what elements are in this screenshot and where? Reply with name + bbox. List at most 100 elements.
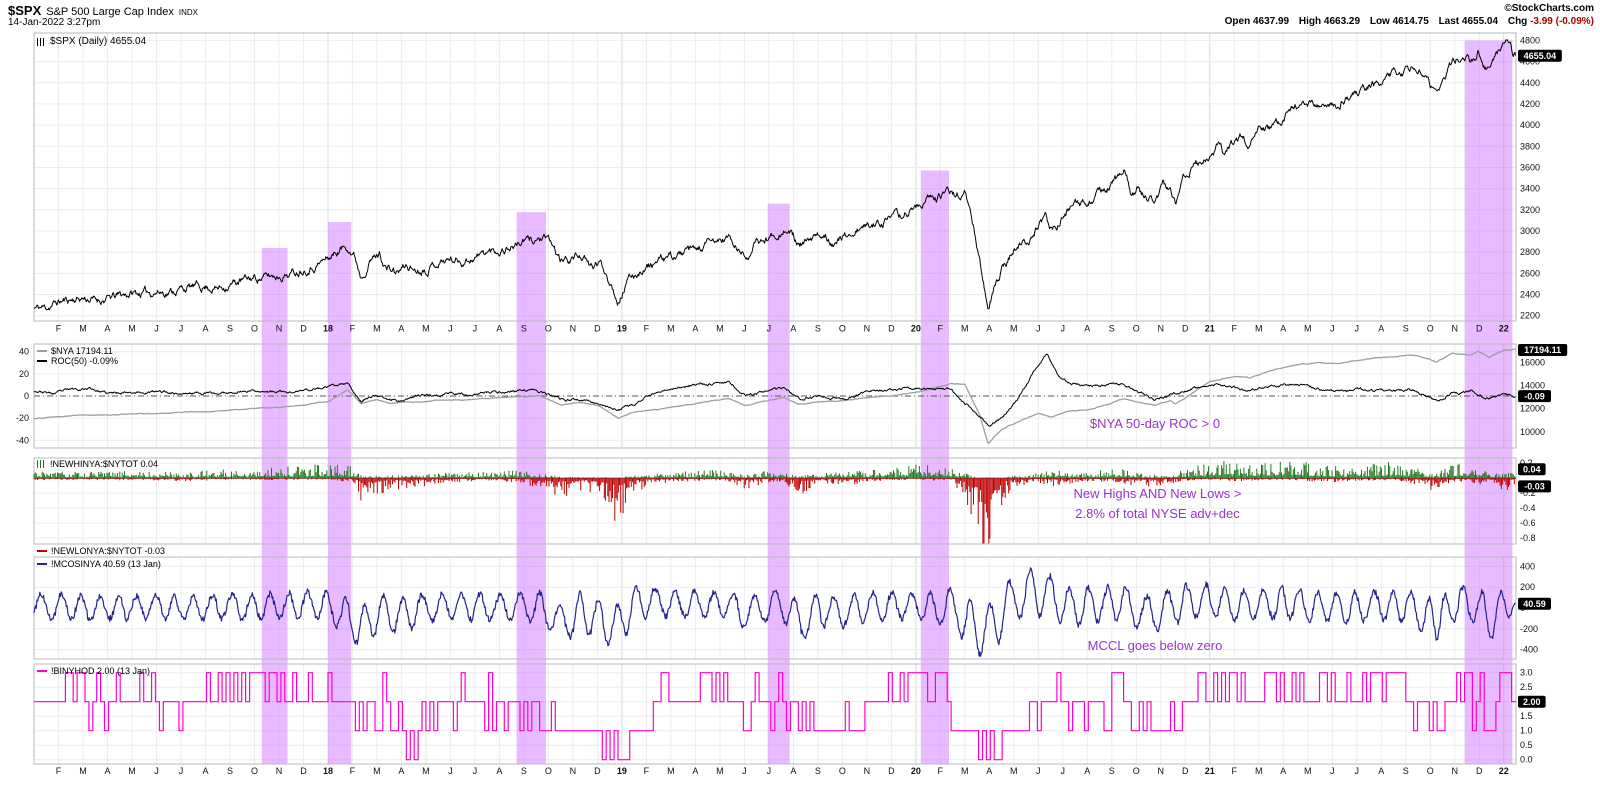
svg-text:F: F — [350, 766, 356, 776]
svg-text:22: 22 — [1499, 324, 1509, 334]
svg-text:4800: 4800 — [1520, 35, 1540, 45]
high-value: 4663.29 — [1323, 16, 1361, 27]
svg-text:J: J — [742, 324, 747, 334]
last-value: 4655.04 — [1461, 16, 1499, 27]
svg-text:O: O — [1427, 324, 1434, 334]
svg-text:F: F — [1232, 324, 1238, 334]
svg-text:40.59: 40.59 — [1523, 599, 1546, 609]
svg-text:D: D — [888, 324, 895, 334]
svg-text:J: J — [473, 766, 478, 776]
chg-value: -3.99 (-0.09%) — [1530, 16, 1594, 27]
svg-text:-0.03: -0.03 — [1524, 482, 1545, 492]
svg-text:F: F — [938, 766, 944, 776]
svg-text:M: M — [716, 324, 724, 334]
chart-datetime: 14-Jan-2022 3:27pm — [8, 17, 101, 28]
svg-text:M: M — [128, 324, 136, 334]
svg-text:F: F — [644, 324, 650, 334]
svg-text:M: M — [373, 766, 381, 776]
annotation-roc: $NYA 50-day ROC > 0 — [1089, 416, 1221, 431]
open-label: Open — [1224, 16, 1251, 27]
legend-nya: $NYA 17194.11 — [37, 346, 113, 356]
copyright: ©StockCharts.com — [1504, 3, 1594, 14]
svg-text:S: S — [815, 324, 821, 334]
svg-text:N: N — [1158, 324, 1165, 334]
svg-text:M: M — [1304, 766, 1312, 776]
quote-summary: Open 4637.99 High 4663.29 Low 4614.75 La… — [1218, 16, 1594, 27]
svg-text:-0.2: -0.2 — [1520, 488, 1536, 498]
svg-text:F: F — [1232, 766, 1238, 776]
svg-text:O: O — [545, 766, 552, 776]
header-left: $SPX S&P 500 Large Cap Index INDX — [8, 3, 198, 18]
svg-text:M: M — [422, 766, 430, 776]
last-label: Last — [1438, 16, 1460, 27]
svg-text:M: M — [961, 766, 969, 776]
svg-text:N: N — [570, 324, 577, 334]
svg-text:21: 21 — [1205, 766, 1215, 776]
svg-text:A: A — [104, 766, 110, 776]
svg-text:1.0: 1.0 — [1520, 726, 1533, 736]
svg-text:4200: 4200 — [1520, 99, 1540, 109]
svg-text:S: S — [521, 766, 527, 776]
svg-text:20: 20 — [911, 766, 921, 776]
svg-text:N: N — [864, 766, 871, 776]
symbol-name: S&P 500 Large Cap Index — [46, 6, 174, 18]
svg-text:O: O — [839, 324, 846, 334]
svg-text:M: M — [716, 766, 724, 776]
line-icon — [37, 360, 47, 362]
svg-text:M: M — [79, 766, 87, 776]
svg-text:D: D — [888, 766, 895, 776]
svg-text:J: J — [1355, 766, 1360, 776]
line-icon — [37, 563, 47, 565]
svg-text:J: J — [448, 324, 453, 334]
svg-text:M: M — [1010, 324, 1018, 334]
svg-text:D: D — [594, 324, 601, 334]
line-icon — [37, 670, 47, 672]
annotation-mccl: MCCL goes below zero — [1087, 638, 1223, 653]
svg-text:19: 19 — [617, 766, 627, 776]
legend-spx-label: $SPX (Daily) 4655.04 — [50, 36, 147, 47]
svg-text:-40: -40 — [16, 435, 29, 445]
svg-text:M: M — [128, 766, 136, 776]
svg-text:18: 18 — [323, 766, 333, 776]
svg-text:20: 20 — [19, 369, 29, 379]
legend-newhi: !NEWHINYA:$NYTOT 0.04 — [37, 459, 158, 469]
svg-text:M: M — [667, 324, 675, 334]
svg-text:0.04: 0.04 — [1523, 464, 1541, 474]
svg-text:S: S — [1403, 766, 1409, 776]
svg-text:N: N — [276, 766, 283, 776]
legend-spx: $SPX (Daily) 4655.04 — [37, 36, 146, 47]
svg-text:J: J — [154, 324, 159, 334]
svg-text:-0.4: -0.4 — [1520, 503, 1536, 513]
svg-text:S: S — [1403, 324, 1409, 334]
svg-text:M: M — [667, 766, 675, 776]
annotation-hilo-line1: New Highs AND New Lows > — [1073, 486, 1242, 501]
svg-text:F: F — [56, 324, 62, 334]
svg-text:4655.04: 4655.04 — [1524, 51, 1557, 61]
svg-text:A: A — [398, 324, 404, 334]
svg-text:2600: 2600 — [1520, 268, 1540, 278]
line-icon — [37, 350, 47, 352]
legend-binyhod: !BINYHOD 2.00 (13 Jan) — [37, 666, 150, 676]
svg-text:16000: 16000 — [1520, 358, 1545, 368]
svg-text:40: 40 — [19, 347, 29, 357]
svg-text:F: F — [644, 766, 650, 776]
histogram-icon — [37, 460, 46, 468]
svg-text:J: J — [179, 766, 184, 776]
svg-text:A: A — [496, 324, 502, 334]
svg-text:D: D — [300, 766, 307, 776]
svg-text:A: A — [986, 766, 992, 776]
svg-text:J: J — [1330, 324, 1335, 334]
svg-text:10000: 10000 — [1520, 427, 1545, 437]
svg-text:4400: 4400 — [1520, 78, 1540, 88]
svg-text:-0.6: -0.6 — [1520, 518, 1536, 528]
svg-text:3400: 3400 — [1520, 184, 1540, 194]
svg-text:A: A — [104, 324, 110, 334]
svg-text:M: M — [1255, 766, 1263, 776]
svg-text:J: J — [1061, 324, 1066, 334]
svg-text:M: M — [961, 324, 969, 334]
svg-text:A: A — [496, 766, 502, 776]
svg-text:S: S — [227, 324, 233, 334]
annotation-hilo: New Highs AND New Lows > 2.8% of total N… — [1035, 484, 1280, 524]
svg-text:A: A — [1084, 324, 1090, 334]
